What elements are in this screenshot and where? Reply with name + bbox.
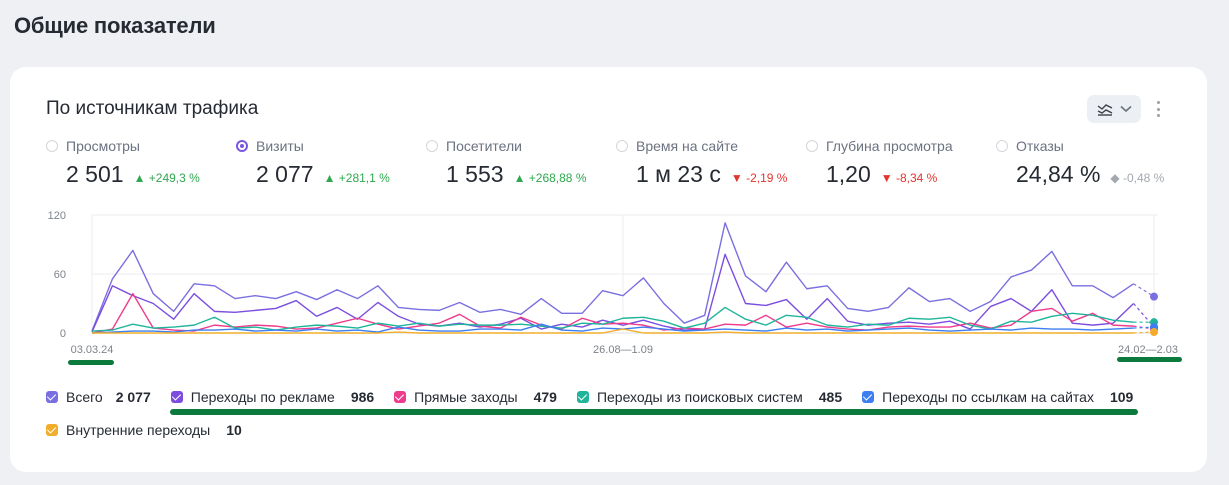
metric-label: Посетители [446, 138, 522, 154]
series-line [91, 222, 1134, 332]
legend-item-total[interactable]: Всего 2 077 [46, 389, 151, 405]
x-tick-label: 26.08—1.09 [593, 344, 653, 356]
legend-value: 10 [226, 422, 242, 438]
x-tick-label: 03.03.24 [71, 344, 114, 356]
metric-views[interactable]: Просмотры 2 501 ▲ +249,3 % [46, 137, 200, 188]
metric-delta: ▲ +249,3 % [133, 171, 200, 185]
radio-time-on-site[interactable] [616, 140, 628, 152]
series-line-forecast [1133, 283, 1155, 298]
series-point [1150, 328, 1158, 337]
chart-type-button[interactable] [1087, 95, 1141, 123]
metric-value: 1 м 23 с [636, 161, 721, 187]
metric-visitors[interactable]: Посетители 1 553 ▲ +268,88 % [426, 137, 587, 188]
legend-label: Переходы по ссылкам на сайтах [882, 389, 1094, 405]
checkbox-icon[interactable] [46, 391, 58, 403]
metric-delta: ▼ -2,19 % [730, 171, 788, 185]
more-vertical-icon[interactable] [1152, 99, 1164, 119]
legend-label: Переходы по рекламе [190, 389, 335, 405]
legend-item-ads[interactable]: Переходы по рекламе 986 [170, 389, 375, 405]
series-line [92, 328, 1134, 334]
traffic-line-chart[interactable]: 120 60 0 03.03.24 26.08—1.09 24.02—2.03 [10, 67, 1207, 367]
radio-views[interactable] [46, 140, 58, 152]
metric-value: 24,84 % [1016, 161, 1101, 187]
y-tick-label: 60 [54, 269, 66, 281]
legend-value: 485 [818, 389, 843, 405]
radio-visitors[interactable] [426, 140, 438, 152]
y-tick-label: 0 [60, 328, 66, 340]
date-start-highlight [68, 360, 114, 365]
legend-row-2: Внутренние переходы 10 [46, 422, 262, 438]
metric-bounces[interactable]: Отказы 24,84 % ◆ -0,48 % [996, 137, 1164, 188]
legend-item-direct[interactable]: Прямые заходы 479 [394, 389, 557, 405]
chevron-down-icon [1119, 105, 1132, 113]
traffic-sources-card: По источникам трафика Просмотры 2 501 ▲ +… [10, 67, 1207, 472]
checkbox-icon[interactable] [170, 391, 183, 403]
legend-item-links[interactable]: Переходы по ссылкам на сайтах 109 [862, 389, 1133, 405]
radio-visits[interactable] [236, 140, 248, 152]
legend-item-internal[interactable]: Внутренние переходы 10 [46, 422, 242, 438]
legend-label: Всего [66, 389, 103, 405]
metric-delta: ▲ +281,1 % [323, 171, 390, 185]
y-tick-label: 120 [48, 210, 66, 222]
date-end-highlight [1117, 357, 1182, 362]
legend-label: Переходы из поисковых систем [596, 389, 803, 405]
metric-delta: ◆ -0,48 % [1110, 171, 1165, 185]
metric-label: Отказы [1016, 138, 1064, 154]
metric-value: 1,20 [826, 161, 871, 187]
metric-depth[interactable]: Глубина просмотра 1,20 ▼ -8,34 % [806, 137, 953, 188]
radio-bounces[interactable] [996, 140, 1008, 152]
metric-delta: ▼ -8,34 % [880, 171, 938, 185]
legend-value: 479 [533, 389, 557, 405]
metric-value: 1 553 [446, 161, 504, 187]
series-line [91, 323, 1134, 334]
line-chart-icon [1097, 104, 1112, 116]
metric-label: Просмотры [66, 138, 140, 154]
metric-time-on-site[interactable]: Время на сайте 1 м 23 с ▼ -2,19 % [616, 137, 787, 188]
page-title: Общие показатели [14, 13, 216, 38]
legend-value: 986 [350, 389, 375, 405]
legend-label: Прямые заходы [414, 389, 518, 405]
legend-value: 109 [1109, 389, 1134, 405]
radio-depth[interactable] [806, 140, 818, 152]
checkbox-icon[interactable] [394, 391, 407, 403]
series-line [91, 306, 1134, 332]
series-point [1150, 292, 1158, 301]
legend-row-1: Всего 2 077 Переходы по рекламе 986 Прям… [46, 389, 1153, 405]
card-title: По источникам трафика [46, 98, 259, 119]
legend-highlight [170, 409, 1138, 415]
metric-label: Глубина просмотра [826, 138, 953, 154]
checkbox-icon[interactable] [46, 424, 58, 436]
metric-value: 2 501 [66, 161, 124, 187]
metric-visits[interactable]: Визиты 2 077 ▲ +281,1 % [236, 137, 390, 188]
x-tick-label: 24.02—2.03 [1118, 344, 1178, 356]
metric-delta: ▲ +268,88 % [513, 171, 587, 185]
legend-label: Внутренние переходы [66, 422, 211, 438]
legend-value: 2 077 [115, 389, 151, 405]
checkbox-icon[interactable] [862, 391, 875, 403]
metric-value: 2 077 [256, 161, 314, 187]
metric-label: Визиты [256, 138, 304, 154]
metric-label: Время на сайте [636, 138, 739, 154]
checkbox-icon[interactable] [576, 391, 589, 403]
series-line [91, 292, 1134, 334]
legend-item-search[interactable]: Переходы из поисковых систем 485 [576, 389, 843, 405]
